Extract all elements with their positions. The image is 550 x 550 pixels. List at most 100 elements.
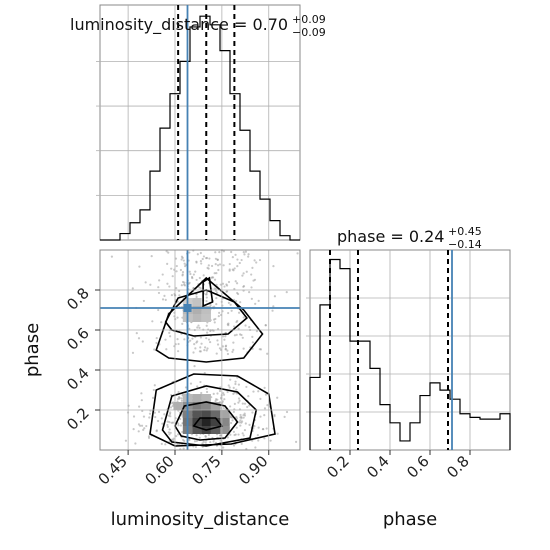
scatter-point [222, 446, 225, 449]
scatter-point [218, 263, 222, 266]
scatter-point [265, 427, 268, 430]
histogram-step-line [309, 258, 511, 450]
scatter-point [175, 264, 178, 268]
scatter-point [247, 395, 250, 398]
scatter-point [254, 302, 257, 305]
scatter-point [230, 250, 233, 254]
scatter-point [157, 291, 161, 295]
density-cell [201, 410, 211, 418]
scatter-point [153, 411, 156, 414]
scatter-point [248, 423, 251, 427]
y-tick-label: 0.8 [63, 284, 93, 314]
scatter-point [166, 425, 169, 428]
scatter-point [234, 280, 237, 283]
scatter-point [202, 255, 206, 258]
scatter-point [180, 413, 184, 417]
scatter-point [182, 447, 185, 450]
scatter-point [168, 421, 171, 424]
scatter-point [231, 256, 234, 259]
scatter-point [205, 296, 208, 299]
scatter-point [237, 327, 240, 330]
scatter-point [153, 384, 156, 387]
scatter-point [241, 420, 244, 423]
y-tick-label: 0.2 [63, 404, 93, 434]
scatter-point [239, 301, 242, 304]
scatter-point [223, 398, 226, 401]
scatter-point [219, 407, 223, 410]
scatter-point [236, 258, 239, 261]
scatter-point [217, 268, 220, 272]
scatter-point [240, 442, 243, 446]
scatter-point [233, 433, 236, 437]
scatter-point [148, 416, 151, 419]
density-cell [192, 306, 202, 314]
density-cell [192, 426, 202, 434]
scatter-point [183, 262, 186, 265]
scatter-point [158, 279, 161, 282]
scatter-point [163, 413, 166, 416]
scatter-point [168, 433, 171, 436]
scatter-point [204, 435, 207, 438]
density-cell [192, 410, 202, 418]
scatter-point [199, 336, 202, 339]
scatter-point [216, 343, 220, 346]
title-phase: phase = 0.24 [337, 227, 444, 246]
scatter-point [200, 342, 203, 345]
scatter-point [254, 446, 257, 449]
scatter-point [214, 257, 218, 260]
scatter-point [232, 386, 235, 389]
scatter-point [163, 294, 166, 297]
scatter-point [180, 397, 183, 400]
plot-frame [99, 249, 301, 451]
density-cell [210, 418, 221, 426]
scatter-point [241, 432, 244, 435]
scatter-point [188, 327, 191, 330]
scatter-point [170, 293, 173, 297]
scatter-point [238, 261, 241, 265]
scatter-point [176, 338, 179, 341]
scatter-point [233, 267, 236, 270]
scatter-point [263, 414, 266, 417]
scatter-point [149, 283, 152, 286]
scatter-point [252, 390, 255, 393]
scatter-point [161, 298, 165, 301]
scatter-point [233, 334, 236, 337]
scatter-point [137, 430, 140, 433]
scatter-point [171, 404, 174, 408]
scatter-point [271, 309, 274, 312]
scatter-point [213, 272, 216, 275]
scatter-point [213, 278, 217, 281]
scatter-point [131, 287, 134, 290]
scatter-point [246, 405, 249, 409]
scatter-point [184, 265, 187, 268]
scatter-point [227, 324, 230, 327]
scatter-point [241, 336, 244, 339]
scatter-point [139, 424, 142, 427]
scatter-point [148, 412, 152, 415]
scatter-point [110, 255, 114, 258]
scatter-point [226, 436, 230, 439]
scatter-point [193, 343, 196, 346]
y-axis-label-phase: phase [22, 323, 43, 377]
scatter-point [258, 348, 261, 351]
scatter-point [195, 278, 198, 282]
scatter-point [231, 419, 234, 422]
title-prefix: luminosity_distance = [70, 15, 252, 35]
scatter-point [150, 255, 153, 258]
scatter-point [232, 341, 235, 344]
scatter-point [203, 349, 206, 352]
scatter-point [235, 415, 238, 419]
y-tick-labels-phase: 0.2 0.4 0.6 0.8 [63, 284, 100, 434]
scatter-point [140, 424, 144, 427]
scatter-point [201, 257, 204, 261]
scatter-point [169, 406, 173, 409]
scatter-point [194, 445, 198, 449]
scatter-point [153, 348, 156, 351]
scatter-point [283, 415, 286, 419]
scatter-point [213, 321, 216, 324]
scatter-point [177, 422, 180, 425]
scatter-point [132, 415, 136, 418]
scatter-point [225, 290, 228, 293]
scatter-point [175, 434, 178, 438]
scatter-point [216, 291, 219, 294]
